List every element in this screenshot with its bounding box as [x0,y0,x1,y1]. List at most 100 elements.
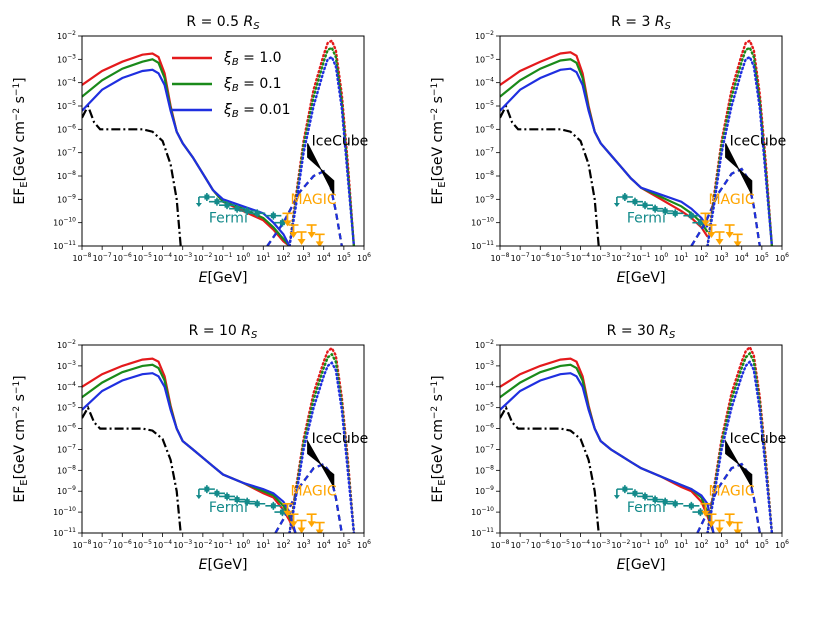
x-tick-label: 105 [337,539,351,550]
fermi-arrow [613,203,620,207]
y-tick-label: 10−5 [57,100,76,111]
plot-area [500,345,774,533]
y-tick-label: 10−2 [57,339,76,350]
axes-frame [81,35,365,247]
fermi-point [234,206,240,212]
icecube-label: IceCube [730,134,787,150]
fermi-arrow [613,495,620,500]
x-tick-label: 10−3 [591,252,610,263]
y-tick-label: 10−4 [57,77,76,88]
y-tick-label: 10−9 [475,193,494,204]
y-tick-label: 10−11 [471,240,494,251]
axes-frame [499,344,783,534]
plot-area [500,39,774,246]
x-tick-label: 105 [755,252,769,263]
y-tick-label: 10−3 [475,360,494,371]
magic-arrow [297,527,306,533]
magic-label: MAGIC [708,192,754,208]
x-tick-label: 10−6 [113,539,132,550]
y-tick-label: 10−8 [475,464,494,475]
y-axis-label: EFE[GeV cm−2 s−1] [430,375,448,502]
x-tick-label: 102 [276,539,290,550]
x-tick-label: 10−2 [611,252,630,263]
x-tick-label: 105 [337,252,351,263]
fermi-point [672,501,678,507]
x-tick-label: 10−1 [631,539,650,550]
panel-title: R = 0.5 RS [186,14,260,32]
x-tick-label: 104 [735,539,749,550]
fermi-point [642,493,648,499]
x-tick-label: 100 [236,539,250,550]
magic-arrow [315,241,324,246]
magic-arrow [733,241,742,246]
y-tick-label: 10−8 [475,170,494,181]
icecube-bowtie [725,439,753,489]
magic-label: MAGIC [290,192,336,208]
y-tick-label: 10−11 [471,527,494,538]
y-tick-label: 10−9 [475,485,494,496]
y-tick-label: 10−3 [57,360,76,371]
x-tick-label: 10−4 [153,252,172,263]
y-tick-label: 10−11 [53,527,76,538]
x-tick-label: 101 [674,539,688,550]
x-tick-label: 10−7 [511,252,530,263]
magic-arrow [701,220,710,227]
y-axis-label: EFE[GeV cm−2 s−1] [430,77,448,204]
y-tick-label: 10−4 [475,77,494,88]
fermi-point [214,490,220,496]
x-axis-label: E[GeV] [617,270,666,286]
x-tick-label: 103 [715,539,729,550]
x-tick-label: 103 [715,252,729,263]
y-tick-label: 10−3 [475,53,494,64]
icecube-bowtie [307,439,335,489]
fermi-point [622,486,628,492]
magic-arrow [283,510,292,517]
series-line-dotted [706,359,774,533]
panel-title: R = 3 RS [611,14,671,32]
magic-arrow [307,521,316,528]
legend: ξB = 1.0 ξB = 0.1 ξB = 0.01 [172,50,291,120]
magic-arrow [289,232,298,238]
x-tick-label: 10−4 [153,539,172,550]
plot-area [82,39,356,246]
fermi-point [662,499,668,505]
series-line-solid [500,363,715,533]
fermi-point [234,497,240,503]
x-tick-label: 104 [317,252,331,263]
y-tick-label: 10−6 [475,123,494,134]
magic-arrow [733,529,742,533]
series-line-dotted [288,361,356,533]
fermi-point [688,213,694,219]
fermi-point [224,202,230,208]
x-tick-label: 10−8 [72,252,91,263]
y-tick-label: 10−2 [57,30,76,41]
icecube-label: IceCube [312,431,369,447]
x-tick-label: 101 [256,539,270,550]
series-line-solid [82,372,297,533]
series-line-solid [500,372,715,533]
y-tick-label: 10−2 [475,339,494,350]
fermi-point [652,206,658,212]
series-line-dashed [274,462,343,533]
x-tick-label: 106 [775,252,789,263]
magic-arrow [707,232,716,238]
fermi-point [622,194,628,200]
x-tick-label: 10−5 [133,539,152,550]
y-tick-label: 10−9 [57,485,76,496]
fermi-point [204,194,210,200]
x-tick-label: 10−3 [173,539,192,550]
fermi-point [632,199,638,205]
x-tick-label: 100 [654,252,668,263]
x-tick-label: 10−7 [93,539,112,550]
plot-area [82,346,356,533]
series-line-dashed [266,169,343,246]
series-line-dashdot [500,103,600,246]
panel-title: R = 10 RS [189,323,258,341]
fermi-point [214,199,220,205]
x-tick-label: 100 [654,539,668,550]
fermi-point [270,213,276,219]
magic-arrow [707,521,716,528]
y-tick-label: 10−6 [57,123,76,134]
